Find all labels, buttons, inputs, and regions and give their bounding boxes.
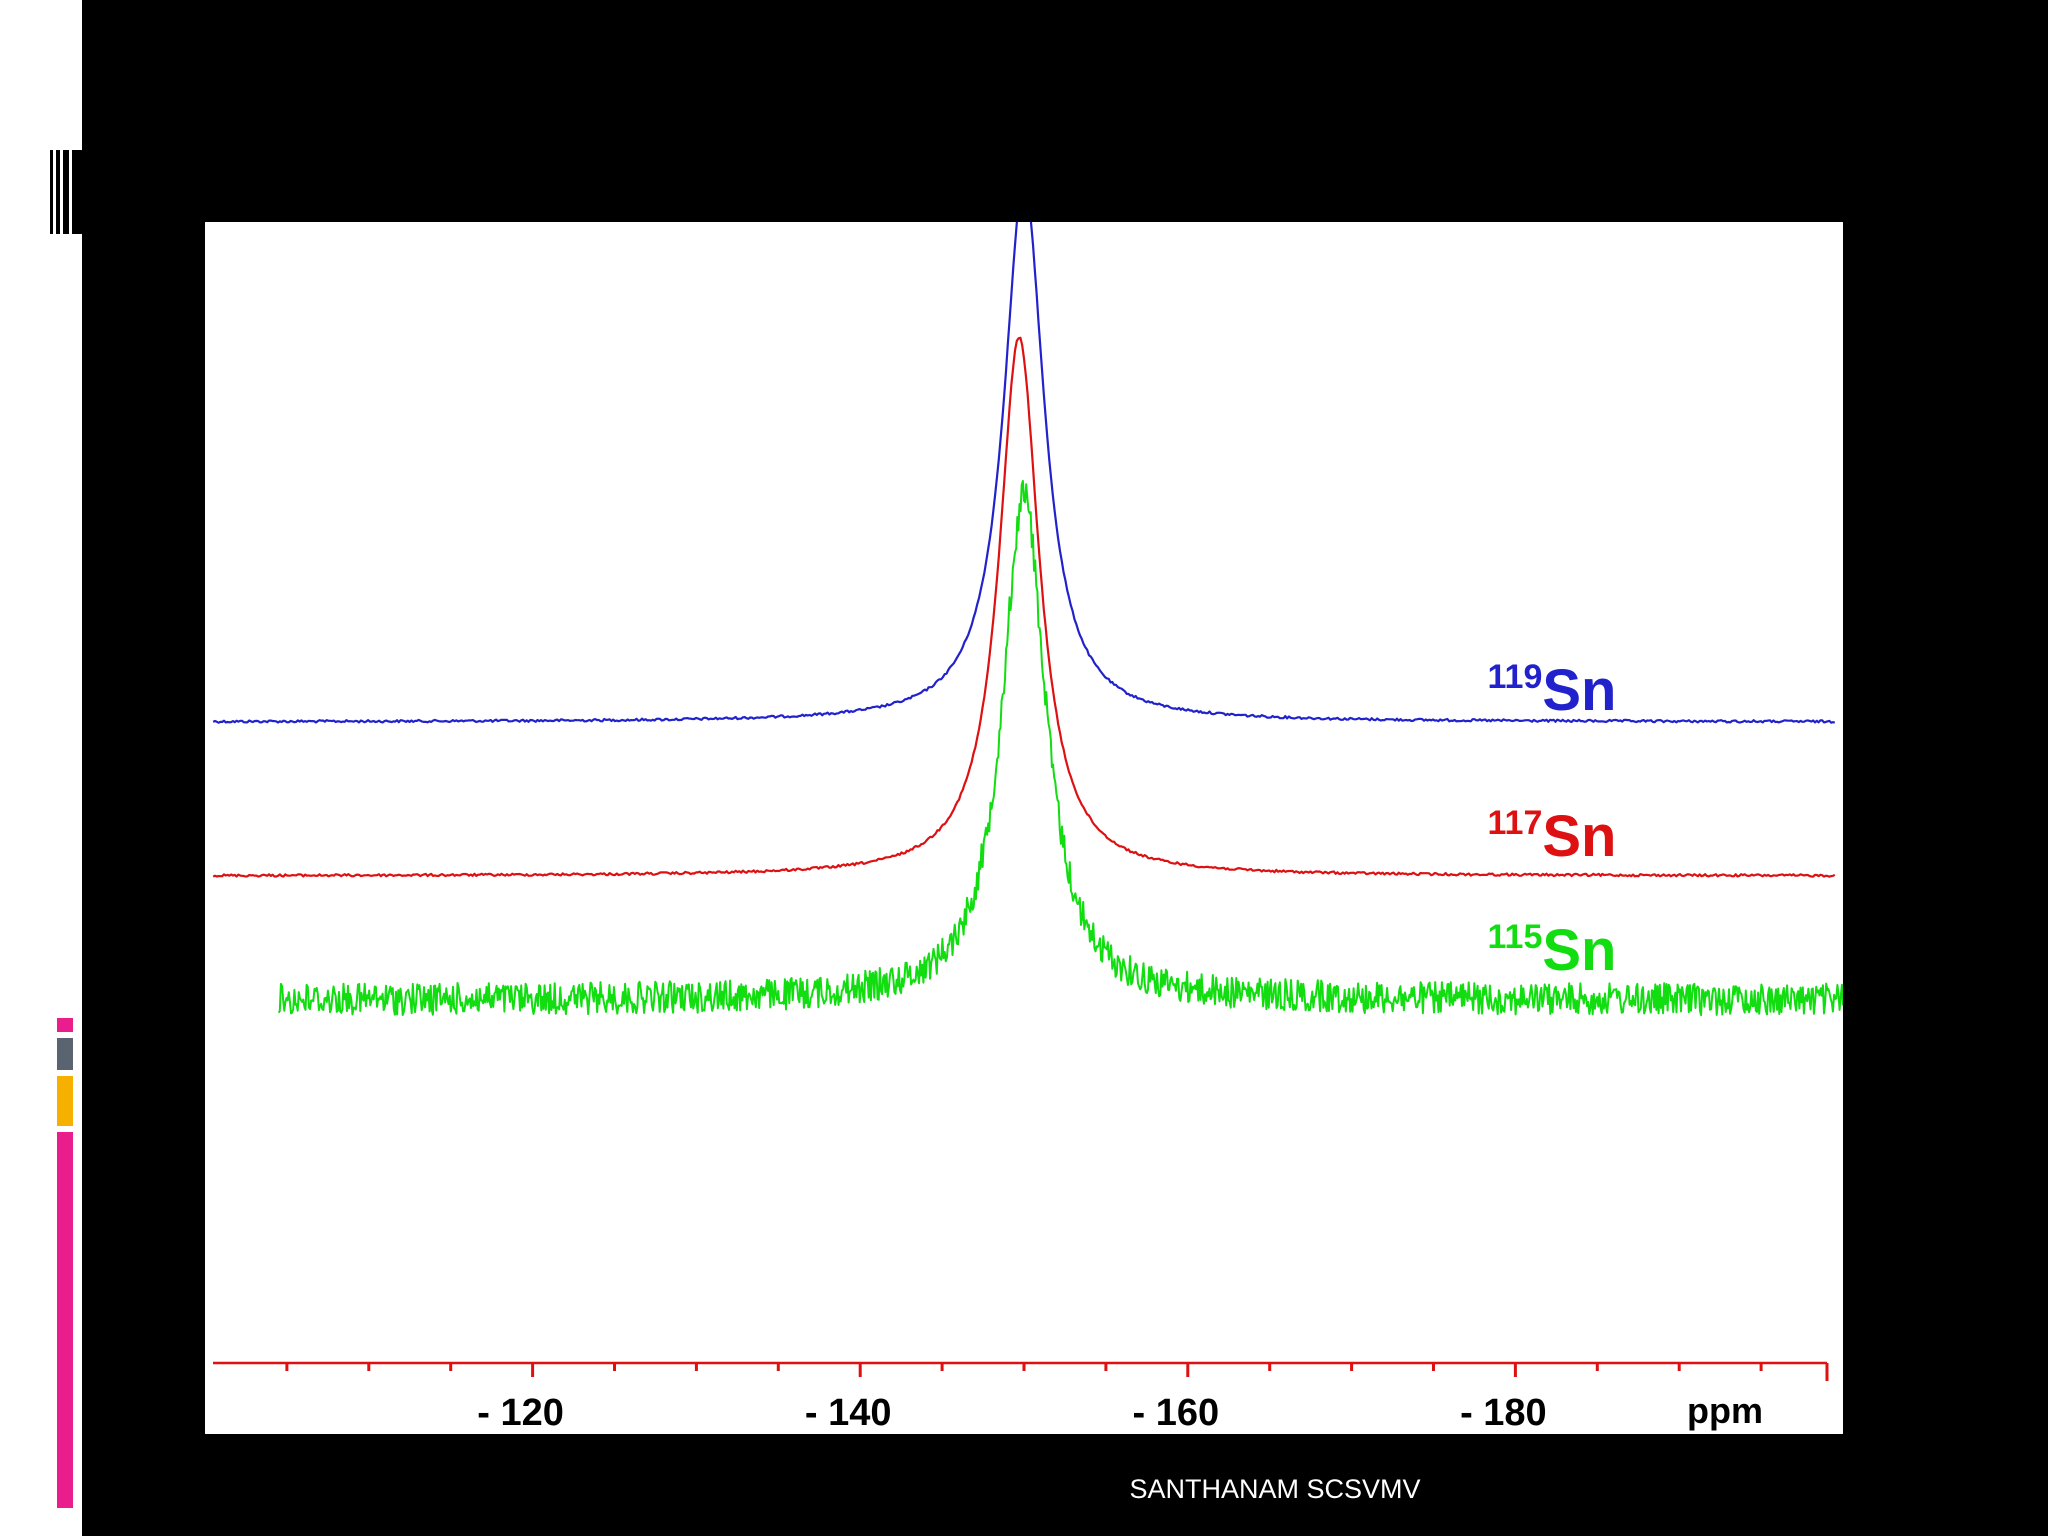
- accent-bar-gray: [57, 1038, 73, 1070]
- x-tick-label: - 140: [805, 1392, 892, 1434]
- series-label-mass: 115: [1488, 918, 1543, 956]
- series-line-119Sn: [212, 178, 1836, 724]
- x-axis-tick-labels: - 120 - 140 - 160 - 180: [477, 1392, 1546, 1434]
- series-label-element: Sn: [1542, 804, 1616, 869]
- series-label-element: Sn: [1542, 658, 1616, 723]
- x-axis-ticks: [285, 1363, 1829, 1381]
- series-label-117Sn: 117Sn: [1488, 804, 1617, 869]
- chart-panel: - 120- 140- 160- 180 ppm 119Sn 117Sn 115Sn: [205, 178, 1844, 1434]
- series-label-115Sn: 115Sn: [1488, 918, 1617, 983]
- x-tick-label: - 160: [1132, 1392, 1219, 1434]
- accent-bar-pink-tall: [57, 1132, 73, 1508]
- series-label-mass: 119: [1488, 658, 1543, 696]
- series-label-element: Sn: [1542, 918, 1616, 983]
- series-label-mass: 117: [1488, 804, 1543, 842]
- series-line-117Sn: [212, 336, 1836, 878]
- series-label-119Sn: 119Sn: [1488, 658, 1617, 723]
- x-axis-label: ppm: [1687, 1390, 1763, 1431]
- footer-credit: SANTHANAM SCSVMV: [1129, 1474, 1421, 1504]
- accent-bar-yellow: [57, 1076, 73, 1126]
- x-tick-label: - 120: [477, 1392, 564, 1434]
- x-axis: - 120 - 140 - 160 - 180 ppm: [213, 1361, 1829, 1434]
- accent-bar-pink-small: [57, 1018, 73, 1032]
- series-layer: [212, 178, 1844, 1017]
- x-tick-label: - 180: [1460, 1392, 1547, 1434]
- series-line-115Sn: [277, 479, 1844, 1017]
